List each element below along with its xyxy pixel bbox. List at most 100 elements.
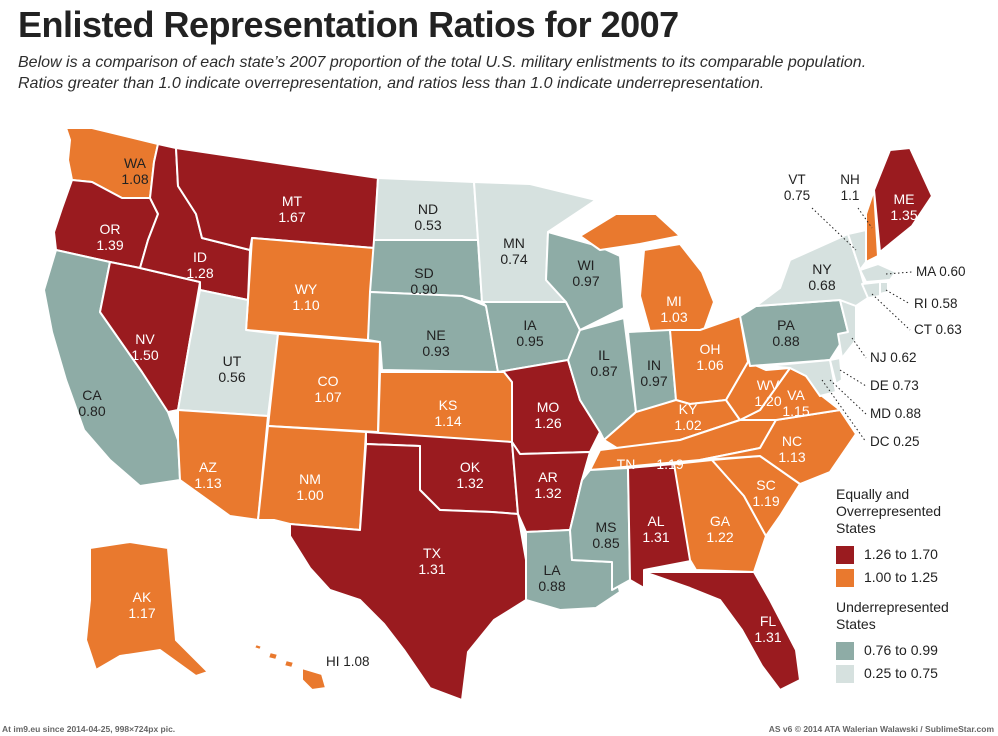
label-me: ME 1.35	[890, 191, 917, 223]
state-hi-2	[283, 659, 295, 669]
label-mo: MO 1.26	[534, 399, 561, 431]
label-tn: TN 1.19	[617, 456, 684, 472]
label-al: AL 1.31	[642, 513, 669, 545]
legend-swatch-high	[836, 545, 854, 564]
label-la: LA 0.88	[538, 562, 565, 594]
label-az: AZ 1.13	[194, 459, 221, 491]
footer-right: AS v6 © 2014 ATA Walerian Walawski / Sub…	[768, 724, 994, 734]
leader-nj	[851, 337, 867, 359]
state-hi-1	[301, 667, 327, 691]
label-mn: MN 0.74	[500, 235, 527, 267]
label-in: IN 0.97	[640, 357, 667, 389]
label-nj: NJ 0.62	[870, 350, 917, 365]
state-az	[177, 409, 269, 521]
label-hi: HI 1.08	[326, 654, 370, 669]
legend-label-mid: 1.00 to 1.25	[864, 569, 938, 585]
label-sc: SC 1.19	[752, 477, 779, 509]
label-de: DE 0.73	[870, 378, 919, 393]
label-tx: TX 1.31	[418, 545, 445, 577]
leader-dc	[821, 379, 867, 443]
legend-label-high: 1.26 to 1.70	[864, 546, 938, 562]
state-hi-3	[267, 651, 279, 661]
label-dc: DC 0.25	[870, 434, 920, 449]
legend-swatch-mid	[836, 568, 854, 587]
state-mi-up	[579, 213, 681, 251]
label-ut: UT 0.56	[218, 353, 245, 385]
state-de	[829, 357, 843, 385]
label-sd: SD 0.90	[410, 265, 437, 297]
state-ri	[879, 281, 889, 295]
label-ne: NE 0.93	[422, 327, 449, 359]
state-ma	[859, 263, 897, 283]
label-pa: PA 0.88	[772, 317, 799, 349]
subtitle-line-2: Ratios greater than 1.0 indicate overrep…	[18, 75, 765, 92]
label-ny: NY 0.68	[808, 261, 835, 293]
state-ct	[861, 281, 881, 299]
state-il	[567, 317, 637, 441]
legend-swatch-low	[836, 641, 854, 660]
label-id: ID 1.28	[186, 249, 213, 281]
state-sd	[369, 239, 483, 303]
label-co: CO 1.07	[314, 373, 341, 405]
state-wy	[245, 237, 375, 341]
label-ak: AK 1.17	[128, 589, 155, 621]
map-title: Enlisted Representation Ratios for 2007	[18, 4, 679, 45]
label-wi: WI 0.97	[572, 257, 599, 289]
legend-row-mid: 1.00 to 1.25	[836, 566, 976, 589]
leader-ri	[885, 289, 911, 305]
leader-ct	[871, 293, 911, 331]
label-nh: NH 1.1	[840, 172, 860, 203]
subtitle-line-1: Below is a comparison of each state’s 20…	[18, 54, 867, 71]
legend-row-low: 0.76 to 0.99	[836, 639, 976, 662]
label-wy: WY 1.10	[292, 281, 319, 313]
label-ca: CA 0.80	[78, 387, 105, 419]
label-or: OR 1.39	[96, 221, 123, 253]
state-hi-4	[253, 643, 263, 651]
leader-ma	[885, 271, 913, 275]
legend-row-high: 1.26 to 1.70	[836, 543, 976, 566]
label-ri: RI 0.58	[914, 296, 958, 311]
legend-label-vlow: 0.25 to 0.75	[864, 665, 938, 681]
label-ar: AR 1.32	[534, 469, 561, 501]
label-ok: OK 1.32	[456, 459, 483, 491]
legend-row-vlow: 0.25 to 0.75	[836, 662, 976, 685]
label-wa: WA 1.08	[121, 155, 148, 187]
label-nd: ND 0.53	[414, 201, 441, 233]
label-nv: NV 1.50	[131, 331, 158, 363]
legend-over-heading: Equally and Overrepresented States	[836, 486, 942, 536]
footer-left: At im9.eu since 2014-04-25, 998×724px pi…	[2, 724, 176, 734]
label-ia: IA 0.95	[516, 317, 543, 349]
label-wv: WV 1.20	[754, 377, 781, 409]
label-ms: MS 0.85	[592, 519, 619, 551]
legend-swatch-vlow	[836, 664, 854, 683]
leader-de	[839, 369, 867, 387]
footer-bar: At im9.eu since 2014-04-25, 998×724px pi…	[0, 724, 998, 736]
leader-md	[829, 379, 867, 415]
legend-under-heading: Underrepresented States	[836, 599, 949, 632]
leader-nh	[857, 207, 873, 229]
state-mi	[639, 243, 715, 333]
state-tx	[289, 443, 527, 701]
label-fl: FL 1.31	[754, 613, 781, 645]
label-mi: MI 1.03	[660, 293, 687, 325]
state-fl	[643, 571, 801, 691]
state-me	[873, 147, 933, 253]
label-ma: MA 0.60	[916, 264, 966, 279]
label-il: IL 0.87	[590, 347, 617, 379]
state-ak	[85, 541, 209, 677]
label-ks: KS 1.14	[434, 397, 461, 429]
label-md: MD 0.88	[870, 406, 921, 421]
label-ga: GA 1.22	[706, 513, 733, 545]
label-ky: KY 1.02	[674, 401, 701, 433]
label-oh: OH 1.06	[696, 341, 723, 373]
label-vt: VT 0.75	[784, 172, 810, 203]
state-mt	[175, 147, 379, 251]
legend-label-low: 0.76 to 0.99	[864, 642, 938, 658]
legend: Equally and Overrepresented States 1.26 …	[836, 486, 976, 685]
label-ct: CT 0.63	[914, 322, 962, 337]
label-va: VA 1.15	[782, 387, 809, 419]
label-mt: MT 1.67	[278, 193, 305, 225]
label-nm: NM 1.00	[296, 471, 323, 503]
label-nc: NC 1.13	[778, 433, 805, 465]
